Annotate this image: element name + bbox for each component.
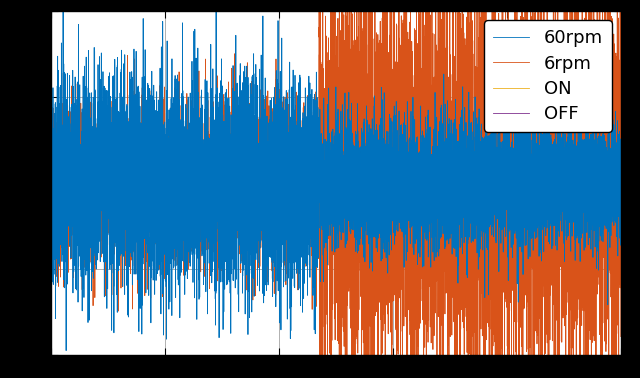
Line: ON: ON — [51, 133, 621, 234]
ON — [617, 184, 625, 189]
6rpm — [326, 58, 333, 62]
ON — [81, 184, 89, 189]
OFF — [81, 181, 89, 186]
OFF — [50, 181, 58, 185]
ON — [587, 171, 595, 176]
60rpm — [587, 132, 595, 137]
OFF — [587, 179, 595, 183]
ON — [326, 196, 333, 200]
ON — [159, 183, 166, 188]
6rpm — [50, 177, 58, 181]
Line: 60rpm: 60rpm — [51, 0, 621, 350]
ON — [534, 130, 542, 135]
ON — [189, 231, 197, 236]
OFF — [237, 174, 244, 178]
60rpm — [62, 348, 70, 353]
OFF — [192, 190, 200, 195]
60rpm — [50, 218, 58, 223]
6rpm — [159, 180, 166, 185]
6rpm — [71, 181, 79, 186]
Line: OFF: OFF — [51, 176, 621, 192]
6rpm — [81, 170, 89, 175]
60rpm — [326, 206, 333, 211]
OFF — [71, 181, 79, 186]
6rpm — [47, 207, 55, 211]
60rpm — [71, 220, 79, 224]
OFF — [159, 183, 166, 187]
ON — [71, 194, 79, 198]
ON — [50, 168, 58, 172]
ON — [47, 176, 55, 181]
OFF — [47, 185, 55, 190]
Legend: 60rpm, 6rpm, ON, OFF: 60rpm, 6rpm, ON, OFF — [484, 20, 612, 132]
60rpm — [159, 166, 167, 171]
Line: 6rpm: 6rpm — [51, 0, 621, 378]
6rpm — [587, 278, 595, 283]
60rpm — [617, 161, 625, 166]
OFF — [326, 179, 333, 184]
6rpm — [617, 334, 625, 339]
60rpm — [47, 155, 55, 160]
60rpm — [81, 161, 89, 166]
OFF — [617, 180, 625, 185]
